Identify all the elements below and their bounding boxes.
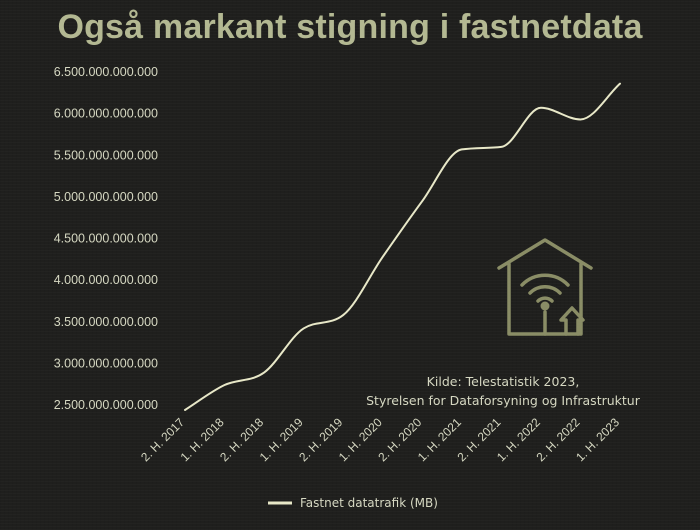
y-tick-label: 2.500.000.000.000 [54,398,158,412]
y-tick-label: 4.500.000.000.000 [54,232,158,246]
series-line [184,82,621,411]
y-tick-label: 6.000.000.000.000 [54,107,158,121]
y-tick-label: 3.500.000.000.000 [54,315,158,329]
chart-title: Også markant stigning i fastnetdata [57,8,643,46]
wifi-dot [540,301,550,311]
x-tick-label: 1. H. 2023 [573,415,622,464]
source-line-2: Styrelsen for Dataforsyning og Infrastru… [366,393,641,408]
y-tick-label: 5.000.000.000.000 [54,190,158,204]
legend-label: Fastnet datatrafik (MB) [300,496,438,510]
source-line-1: Kilde: Telestatistik 2023, [427,374,580,389]
house-wifi-icon [497,238,593,336]
y-axis-ticks: 2.500.000.000.000 3.000.000.000.000 3.500.… [54,65,158,412]
y-tick-label: 5.500.000.000.000 [54,148,158,162]
y-tick-label: 4.000.000.000.000 [54,273,158,287]
series-layer [184,82,621,411]
y-tick-label: 6.500.000.000.000 [54,65,158,79]
y-tick-label: 3.000.000.000.000 [54,356,158,370]
